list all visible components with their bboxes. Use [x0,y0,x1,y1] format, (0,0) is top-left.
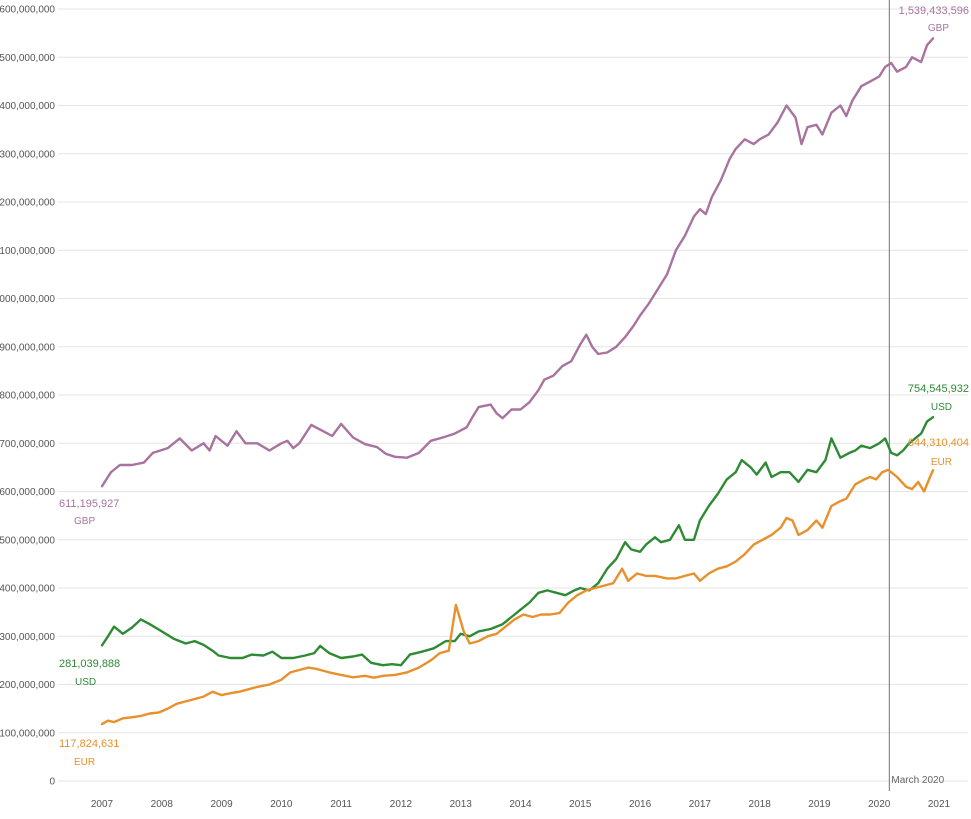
y-axis: 0 100,000,000 200,000,000 300,000,000 400,00… [0,5,55,788]
y-tick-label: 400,000,000 [0,584,55,595]
x-tick-label: 2012 [390,799,413,810]
x-tick-label: 2014 [509,799,532,810]
start-value-label-usd: 281,039,888 [59,658,120,670]
y-tick-label: 1,200,000,000 [0,198,55,209]
x-tick-label: 2019 [808,799,831,810]
y-tick-label: 200,000,000 [0,680,55,691]
x-axis: 2007 2008 2009 2010 2011 2012 2013 2014 2015 2016… [91,799,951,810]
y-tick-label: 900,000,000 [0,342,55,353]
x-tick-label: 2009 [210,799,233,810]
end-series-name-usd: USD [931,402,952,413]
x-tick-label: 2017 [689,799,712,810]
y-tick-label: 1,600,000,000 [0,5,55,16]
grid-layer [58,8,968,782]
series-line-usd [100,416,935,667]
start-series-name-usd: USD [75,677,96,688]
y-tick-label: 0 [49,777,55,788]
x-tick-label: 2016 [629,799,652,810]
y-tick-label: 1,500,000,000 [0,53,55,64]
end-value-label-eur: 644,310,404 [908,437,969,449]
y-tick-label: 1,300,000,000 [0,149,55,160]
series-layer [100,37,935,726]
annotation-label: March 2020 [891,775,944,786]
start-value-label-gbp: 611,195,927 [59,498,119,510]
series-labels: 611,195,927 GBP 1,539,433,596 GBP 281,039,88… [59,5,969,768]
x-tick-label: 2018 [749,799,772,810]
start-value-label-eur: 117,824,631 [59,738,119,750]
end-series-name-gbp: GBP [928,23,949,34]
start-series-name-gbp: GBP [74,516,95,527]
y-tick-label: 1,100,000,000 [0,246,55,257]
x-tick-label: 2011 [330,799,352,810]
x-tick-label: 2015 [569,799,592,810]
series-line-gbp [100,37,935,488]
x-tick-label: 2013 [450,799,473,810]
end-value-label-usd: 754,545,932 [908,383,969,395]
end-value-label-gbp: 1,539,433,596 [899,5,969,17]
x-tick-label: 2008 [151,799,174,810]
x-tick-label: 2010 [270,799,293,810]
x-tick-label: 2020 [868,799,891,810]
y-tick-label: 100,000,000 [0,728,55,739]
end-series-name-eur: EUR [931,457,952,468]
x-tick-label: 2021 [928,799,951,810]
y-tick-label: 700,000,000 [0,439,55,450]
y-tick-label: 500,000,000 [0,535,55,546]
y-tick-label: 600,000,000 [0,487,55,498]
y-tick-label: 1,400,000,000 [0,101,55,112]
y-tick-label: 1,000,000,000 [0,294,55,305]
series-line-eur [100,468,935,726]
y-tick-label: 300,000,000 [0,632,55,643]
y-tick-label: 800,000,000 [0,391,55,402]
start-series-name-eur: EUR [74,757,95,768]
annotations: March 2020 [888,0,945,791]
x-tick-label: 2007 [91,799,114,810]
